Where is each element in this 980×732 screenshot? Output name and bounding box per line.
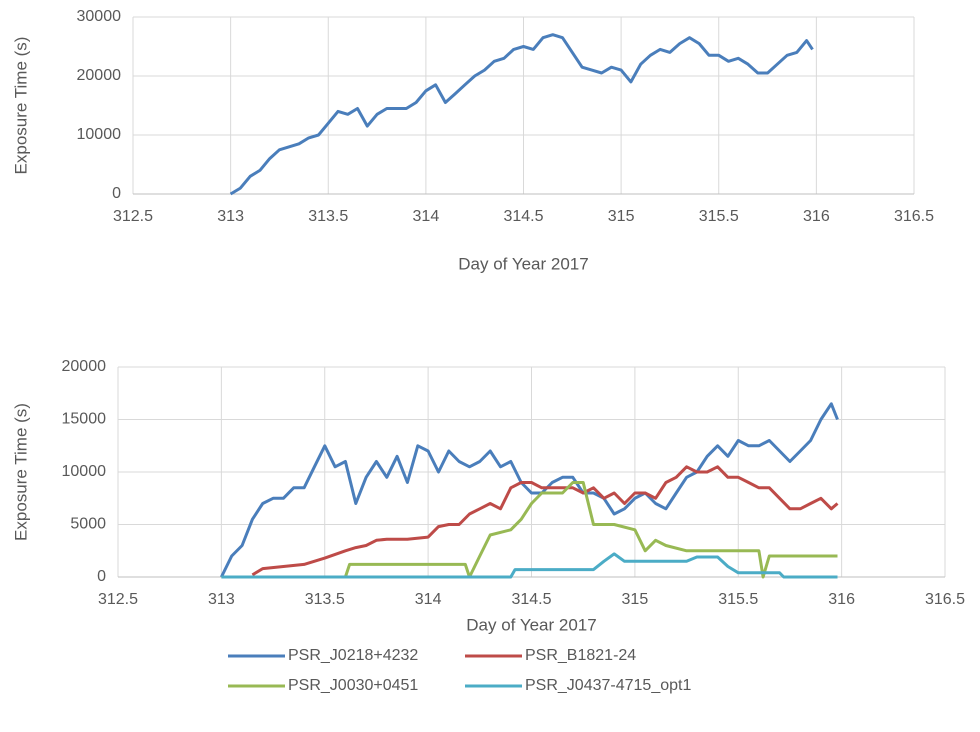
- x-tick-label: 314.5: [503, 208, 543, 225]
- y-axis-label: Exposure Time (s): [11, 403, 30, 541]
- y-tick-label: 0: [97, 568, 106, 585]
- x-tick-label: 314: [413, 208, 440, 225]
- legend-label: PSR_J0030+0451: [288, 677, 418, 694]
- series-line: [221, 552, 838, 579]
- x-tick-label: 313: [217, 208, 244, 225]
- y-tick-label: 15000: [62, 411, 107, 428]
- x-tick-label: 316.5: [894, 208, 934, 225]
- x-tick-label: 312.5: [113, 208, 153, 225]
- x-tick-label: 315: [622, 591, 649, 608]
- y-tick-label: 5000: [70, 516, 106, 533]
- y-tick-label: 10000: [77, 126, 122, 143]
- x-tick-label: 315.5: [699, 208, 739, 225]
- x-tick-label: 313.5: [305, 591, 345, 608]
- x-tick-label: 315.5: [718, 591, 758, 608]
- y-tick-label: 30000: [77, 8, 122, 25]
- y-tick-label: 0: [112, 185, 121, 202]
- x-tick-label: 316.5: [925, 591, 965, 608]
- y-tick-label: 10000: [62, 463, 107, 480]
- legend-label: PSR_J0218+4232: [288, 647, 418, 664]
- x-tick-label: 314.5: [511, 591, 551, 608]
- y-axis-label: Exposure Time (s): [11, 37, 30, 175]
- x-tick-label: 316: [803, 208, 830, 225]
- legend-label: PSR_J0437-4715_opt1: [525, 677, 691, 694]
- series-line: [229, 33, 814, 196]
- y-tick-label: 20000: [77, 67, 122, 84]
- x-axis-label: Day of Year 2017: [458, 254, 588, 273]
- series-line: [220, 402, 839, 578]
- legend-label: PSR_B1821-24: [525, 647, 636, 664]
- x-tick-label: 315: [608, 208, 635, 225]
- y-tick-label: 20000: [62, 358, 107, 375]
- x-tick-label: 314: [415, 591, 442, 608]
- series-line: [251, 465, 839, 577]
- x-tick-label: 313.5: [308, 208, 348, 225]
- x-tick-label: 312.5: [98, 591, 138, 608]
- x-tick-label: 316: [828, 591, 855, 608]
- x-tick-label: 313: [208, 591, 235, 608]
- x-axis-label: Day of Year 2017: [466, 615, 596, 634]
